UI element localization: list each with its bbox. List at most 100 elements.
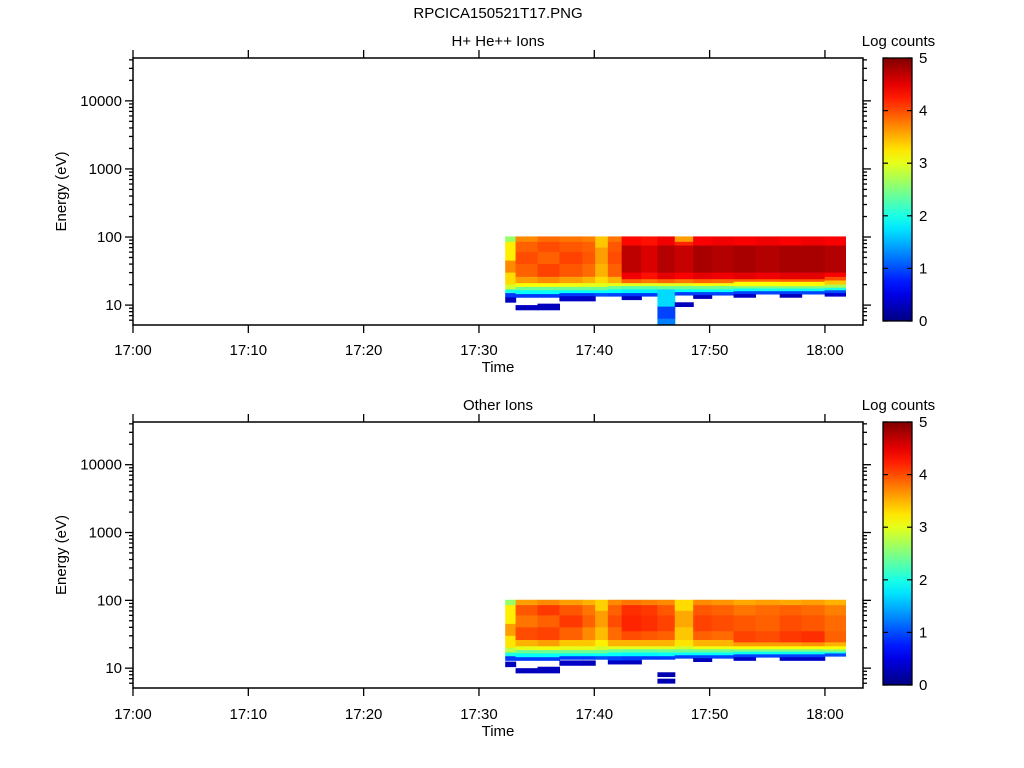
spectrogram-cell [621, 656, 642, 661]
spectrogram-cell [537, 290, 560, 295]
spectrogram-cell [582, 241, 596, 253]
spectrogram-cell [505, 605, 517, 625]
spectrogram-cell [779, 649, 803, 653]
spectrogram-cell [641, 599, 659, 606]
spectrogram-cell [559, 615, 584, 628]
panel-h-he-ions: 17:00 17:10 17:20 17:30 17:40 17:50 18:0010100… [53, 33, 935, 376]
x-tick-label: 17:50 [691, 342, 729, 359]
spectrogram-cell [657, 245, 676, 274]
spectrogram-cell [674, 646, 694, 650]
spectrogram-cell [755, 631, 781, 643]
spectrogram-cell [621, 660, 642, 665]
x-axis-title: Time [482, 359, 515, 376]
spectrogram-cell [595, 276, 609, 284]
spectrogram-cell [674, 292, 694, 296]
spectrogram-cell [595, 236, 609, 248]
x-tick-label: 17:30 [460, 342, 498, 359]
spectrogram-cell [733, 657, 757, 661]
colorbar-ticks [883, 57, 912, 322]
spectrogram-cell [711, 283, 735, 287]
spectrogram-cell [711, 279, 735, 284]
spectrogram-cell [515, 290, 539, 295]
spectrogram-cell [582, 293, 596, 297]
spectrogram-cell [824, 651, 847, 654]
spectrogram-cell [674, 236, 694, 243]
spectrogram-cell [537, 236, 560, 243]
heatmap-cells [505, 236, 847, 325]
spectrogram-cell [693, 646, 713, 650]
spectrogram-cell [537, 283, 560, 288]
spectrogram-cell [641, 283, 659, 287]
spectrogram-cell [711, 631, 735, 641]
spectrogram-cell [537, 303, 560, 311]
spectrogram-cell [607, 293, 623, 297]
spectrogram-cell [607, 599, 623, 606]
spectrogram-cell [657, 272, 676, 280]
spectrogram-cell [779, 646, 803, 650]
x-tick-label: 17:20 [345, 706, 383, 723]
spectrogram-cell [693, 631, 713, 641]
spectrogram-cell [657, 289, 676, 308]
spectrogram-cell [779, 599, 803, 606]
x-tick-label: 18:00 [806, 706, 844, 723]
spectrogram-cell [801, 245, 826, 274]
spectrogram-cell [711, 655, 735, 659]
colorbar-title: Log counts [862, 397, 935, 414]
spectrogram-cell [607, 660, 623, 665]
spectrogram-cell [621, 286, 642, 290]
spectrogram-cell [621, 615, 642, 632]
y-axis-ticks [125, 59, 871, 321]
spectrogram-cell [711, 652, 735, 656]
spectrogram-cell [505, 260, 517, 274]
spectrogram-cell [693, 283, 713, 287]
spectrogram-cell [693, 649, 713, 653]
spectrogram-cell [779, 245, 803, 274]
spectrogram-cell [693, 286, 713, 290]
spectrogram-cell [515, 264, 539, 278]
spectrogram-cell [621, 646, 642, 650]
spectrogram-cell [607, 289, 623, 294]
spectrogram-cell [801, 272, 826, 280]
spectrogram-cell [693, 292, 713, 296]
spectrogram-cell [582, 650, 596, 654]
spectrogram-cell [559, 660, 584, 666]
spectrogram-cell [559, 605, 584, 616]
spectrogram-cell [824, 280, 847, 285]
plot-box [132, 421, 864, 689]
spectrogram-cell [505, 272, 517, 285]
spectrogram-cell [824, 599, 847, 606]
spectrogram-cell [711, 599, 735, 606]
spectrogram-cell [537, 286, 560, 291]
spectrogram-cell [505, 647, 517, 653]
plot-box [132, 57, 864, 326]
spectrogram-cell [582, 653, 596, 657]
spectrogram-cell [693, 652, 713, 656]
spectrogram-cell [515, 653, 539, 658]
spectrogram-cell [824, 605, 847, 616]
spectrogram-cell [559, 640, 584, 647]
spectrogram-cell [733, 631, 757, 643]
y-tick-label: 10 [105, 660, 122, 677]
spectrogram-cell [824, 236, 847, 246]
spectrogram-cell [505, 656, 517, 661]
y-tick-label: 10000 [80, 457, 122, 474]
spectrogram-cell [733, 651, 757, 655]
spectrogram-cell [779, 286, 803, 289]
panel-other-ions: 17:00 17:10 17:20 17:30 17:40 17:50 18:0010100… [53, 397, 935, 740]
spectrogram-cell [537, 599, 560, 606]
spectrogram-cell [537, 650, 560, 654]
spectrogram-cell [824, 245, 847, 274]
spectrogram-cell [755, 245, 781, 274]
spectrogram-cell [733, 236, 757, 246]
y-axis-title: Energy (eV) [53, 515, 70, 595]
spectrogram-cell [674, 245, 694, 274]
spectrogram-cell [505, 623, 517, 637]
spectrogram-cell [657, 318, 676, 325]
spectrogram-cell [674, 289, 694, 293]
spectrogram-cell [779, 631, 803, 643]
colorbar-tick-label: 3 [919, 519, 927, 536]
spectrogram-cell [674, 599, 694, 612]
heatmap-cells [505, 599, 847, 684]
spectrogram-cell [711, 649, 735, 653]
x-tick-label: 17:40 [576, 706, 614, 723]
